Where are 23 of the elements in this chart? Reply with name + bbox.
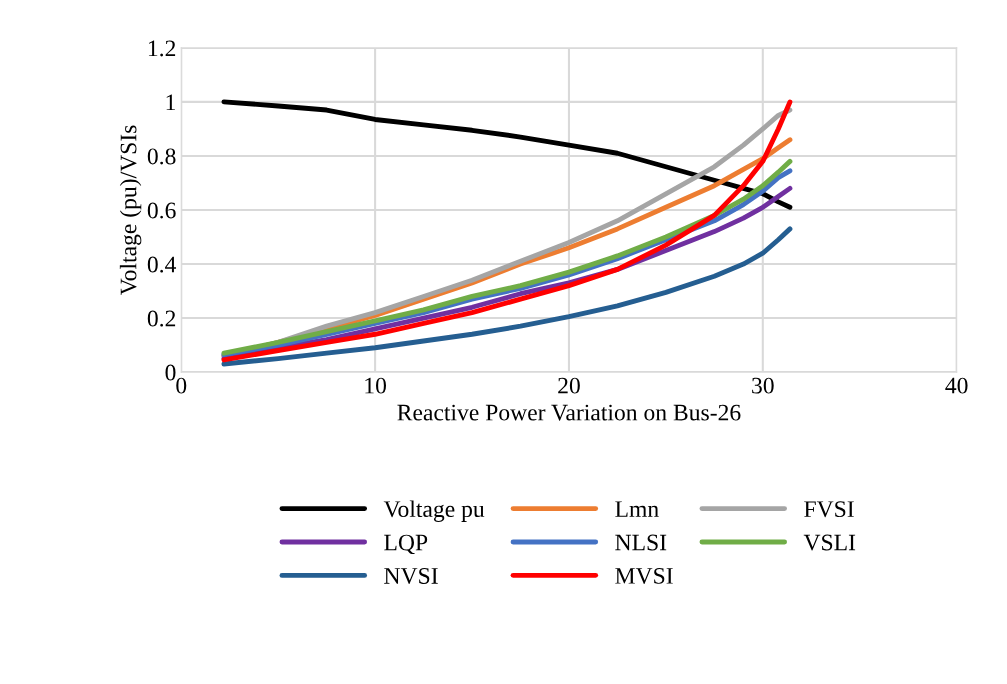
y-tick-label: 1 bbox=[166, 94, 175, 111]
x-axis-title: Reactive Power Variation on Bus-26 bbox=[397, 404, 741, 421]
legend-label: NVSI bbox=[384, 568, 438, 585]
line-series bbox=[221, 226, 793, 367]
legend-label: Voltage pu bbox=[383, 500, 485, 522]
y-axis-title: Voltage (pu)/VSIs bbox=[119, 125, 142, 296]
legend-label: NLSI bbox=[615, 534, 667, 551]
legend-label: VSLI bbox=[803, 534, 856, 551]
legend-label: FVSI bbox=[804, 501, 854, 518]
x-tick-label: 40 bbox=[945, 377, 968, 394]
y-tick-label: 0.4 bbox=[147, 256, 177, 273]
y-tick-label: 0.2 bbox=[147, 310, 176, 327]
legend-label: Lmn bbox=[615, 501, 659, 517]
x-tick-label: 30 bbox=[752, 377, 774, 394]
legend-label: LQP bbox=[384, 534, 428, 555]
y-tick-label: 0.6 bbox=[147, 202, 176, 219]
x-tick-label: 10 bbox=[365, 377, 387, 394]
legend-label: MVSI bbox=[615, 567, 673, 584]
x-tick-label: 20 bbox=[558, 377, 580, 394]
y-tick-label: 1.2 bbox=[148, 40, 176, 57]
line-series bbox=[221, 99, 793, 210]
y-tick-label: 0.8 bbox=[147, 148, 176, 165]
y-tick-label: 0 bbox=[165, 364, 176, 381]
